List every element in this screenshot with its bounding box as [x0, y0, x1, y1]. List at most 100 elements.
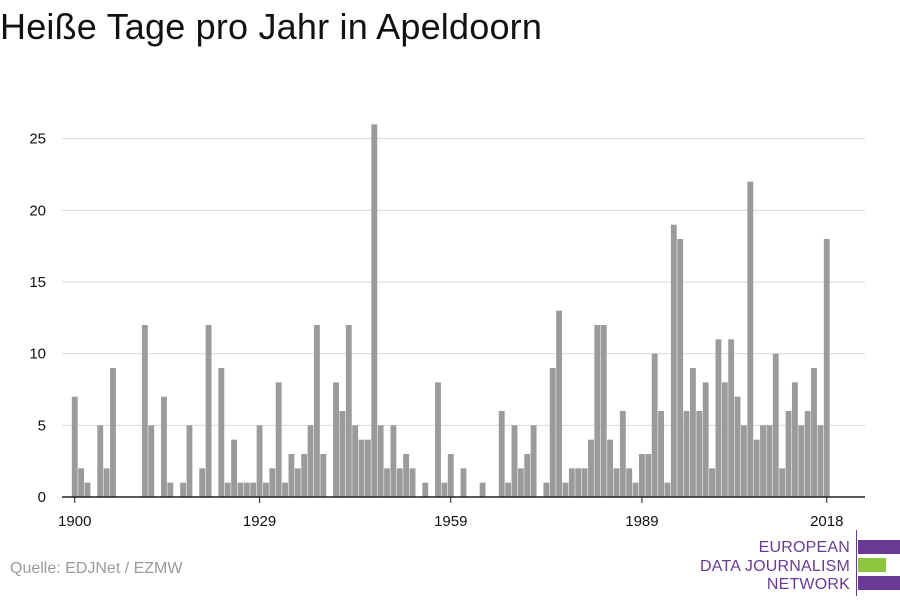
bar [269, 468, 276, 497]
bar [562, 482, 569, 497]
x-tick-label: 1900 [58, 513, 91, 530]
bar [231, 439, 238, 497]
bar [772, 353, 779, 497]
bar [205, 325, 212, 497]
bar [409, 468, 416, 497]
bar [256, 425, 263, 497]
bar [747, 181, 754, 497]
bar [352, 425, 359, 497]
bar [435, 382, 441, 497]
bar [791, 382, 798, 497]
bar [71, 396, 78, 497]
y-axis-tick-labels: 0 5 10 15 20 25 [29, 131, 46, 506]
bar [549, 368, 556, 497]
bar [384, 468, 390, 497]
bar [199, 468, 206, 497]
bar [358, 439, 365, 497]
logo-line-1: EUROPEAN [758, 539, 850, 556]
bar [84, 482, 91, 497]
bar [804, 411, 811, 497]
source-note: Quelle: EDJNet / EZMW [10, 560, 183, 577]
x-axis [62, 496, 865, 503]
bar [689, 368, 696, 497]
bar [371, 124, 378, 497]
bar [709, 468, 715, 497]
bar [798, 425, 805, 497]
logo-bar-purple-bottom [858, 576, 900, 590]
bar [180, 482, 187, 497]
y-tick-label: 25 [29, 131, 46, 148]
bar [320, 454, 327, 497]
bar [543, 482, 550, 497]
bar [734, 396, 741, 497]
bar [753, 439, 760, 497]
bar [760, 425, 766, 497]
bar [517, 468, 524, 497]
bar [632, 482, 639, 497]
bar [740, 425, 747, 497]
bar [811, 368, 817, 497]
y-tick-label: 5 [38, 417, 46, 434]
y-tick-label: 20 [29, 202, 46, 219]
logo-bar-purple-top [858, 540, 900, 554]
bar [613, 468, 620, 497]
bar [556, 310, 563, 497]
bar [218, 368, 225, 497]
bar-series [71, 124, 830, 497]
bar [505, 482, 512, 497]
bar [186, 425, 193, 497]
bar [664, 482, 671, 497]
bar [78, 468, 85, 497]
bar [339, 411, 346, 497]
bar [594, 325, 601, 497]
bar [817, 425, 824, 497]
bar [607, 439, 614, 497]
x-tick-label: 1929 [243, 513, 276, 530]
bar [639, 454, 645, 497]
bar [447, 454, 454, 497]
bar [364, 439, 371, 497]
gridlines [62, 138, 865, 426]
bar [677, 239, 684, 497]
bar [396, 468, 403, 497]
chart-title: Heiße Tage pro Jahr in Apeldoorn [0, 6, 543, 47]
y-tick-label: 15 [29, 274, 46, 291]
bar [288, 454, 295, 497]
bar [575, 468, 582, 497]
x-tick-label: 2018 [810, 513, 843, 530]
bar [441, 482, 448, 497]
bar [282, 482, 288, 497]
bar [313, 325, 320, 497]
bar [670, 224, 677, 497]
bar [530, 425, 537, 497]
bar [766, 425, 773, 497]
bar [626, 468, 633, 497]
bar [524, 454, 531, 497]
bar [785, 411, 792, 497]
bar [275, 382, 282, 497]
bar [721, 382, 728, 497]
x-axis-tick-labels: 1900 1929 1959 1989 2018 [58, 513, 843, 530]
bar [224, 482, 231, 497]
bar [345, 325, 352, 497]
y-tick-label: 10 [29, 346, 46, 363]
bar [779, 468, 786, 497]
bar [103, 468, 110, 497]
x-tick-label: 1989 [625, 513, 658, 530]
bar [110, 368, 116, 497]
bar [141, 325, 148, 497]
bar [715, 339, 722, 497]
bar [696, 411, 703, 497]
bar [823, 239, 830, 497]
bar [683, 411, 690, 497]
bar [307, 425, 314, 497]
bar [658, 411, 664, 497]
bar [568, 468, 575, 497]
bar [243, 482, 250, 497]
bar [728, 339, 735, 497]
logo-divider [856, 530, 857, 596]
bar [167, 482, 174, 497]
y-tick-label: 0 [38, 489, 46, 506]
edjnet-logo: EUROPEAN DATA JOURNALISM NETWORK [700, 530, 900, 596]
bar [511, 425, 518, 497]
